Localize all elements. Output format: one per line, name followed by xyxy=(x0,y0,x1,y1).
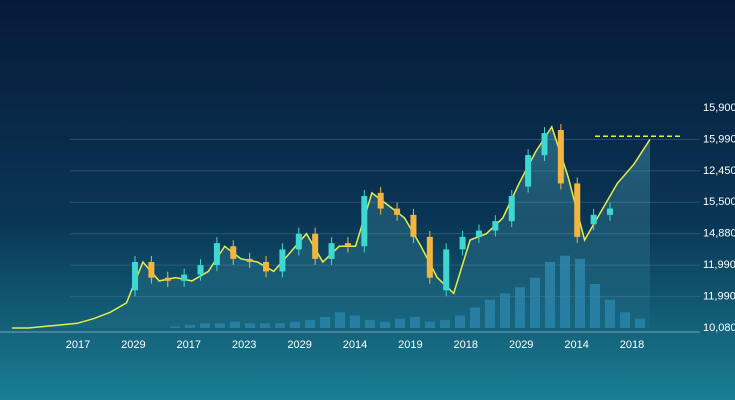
candle-body xyxy=(394,208,401,215)
candle-body xyxy=(344,243,351,247)
candle-body xyxy=(361,196,368,247)
y-tick-label: 12,450 xyxy=(703,165,735,177)
y-tick-label: 15,500 xyxy=(703,196,735,208)
candle-body xyxy=(132,262,138,291)
x-tick-label: 2029 xyxy=(121,339,145,351)
candle-body xyxy=(295,233,302,250)
x-tick-label: 2017 xyxy=(177,339,201,351)
x-tick-label: 2018 xyxy=(454,339,478,351)
candle-body xyxy=(590,214,597,225)
x-tick-label: 2014 xyxy=(564,339,588,351)
candle-body xyxy=(246,258,253,262)
y-tick-label: 14,880 xyxy=(703,228,735,240)
candle-body xyxy=(263,262,270,272)
candle-body xyxy=(197,265,204,275)
candle-body xyxy=(312,233,319,259)
y-tick-label: 15,990 xyxy=(703,133,735,145)
x-tick-label: 2017 xyxy=(66,339,90,351)
x-tick-label: 2019 xyxy=(398,339,422,351)
x-tick-label: 2018 xyxy=(620,339,644,351)
y-tick-label: 15,900 xyxy=(703,102,735,114)
x-tick-label: 2014 xyxy=(343,339,367,351)
candle-body xyxy=(279,249,286,272)
candle-body xyxy=(475,230,482,237)
candle-body xyxy=(410,214,417,237)
candle-body xyxy=(164,277,171,281)
candle-body xyxy=(213,243,220,266)
candle-body xyxy=(328,243,335,259)
candle-body xyxy=(230,246,237,259)
price-area xyxy=(12,126,650,329)
candle-body xyxy=(508,196,515,222)
y-tick-label: 10,080 xyxy=(703,322,735,334)
candle-body xyxy=(426,236,433,278)
candle-body xyxy=(492,221,499,231)
candle-body xyxy=(443,249,450,291)
x-tick-label: 2029 xyxy=(509,339,533,351)
candle-body xyxy=(541,133,548,156)
x-tick-label: 2029 xyxy=(287,339,311,351)
candle-body xyxy=(148,262,155,278)
candle-body xyxy=(525,155,532,187)
y-tick-label: 11,990 xyxy=(703,290,735,302)
y-tick-label: 11,990 xyxy=(703,259,735,271)
candle-body xyxy=(377,192,384,209)
candle-body xyxy=(557,130,564,184)
candle-body xyxy=(574,183,581,237)
candle-body xyxy=(459,236,466,250)
candle-body xyxy=(181,274,188,281)
candle-body xyxy=(607,208,613,215)
x-tick-label: 2023 xyxy=(232,339,256,351)
